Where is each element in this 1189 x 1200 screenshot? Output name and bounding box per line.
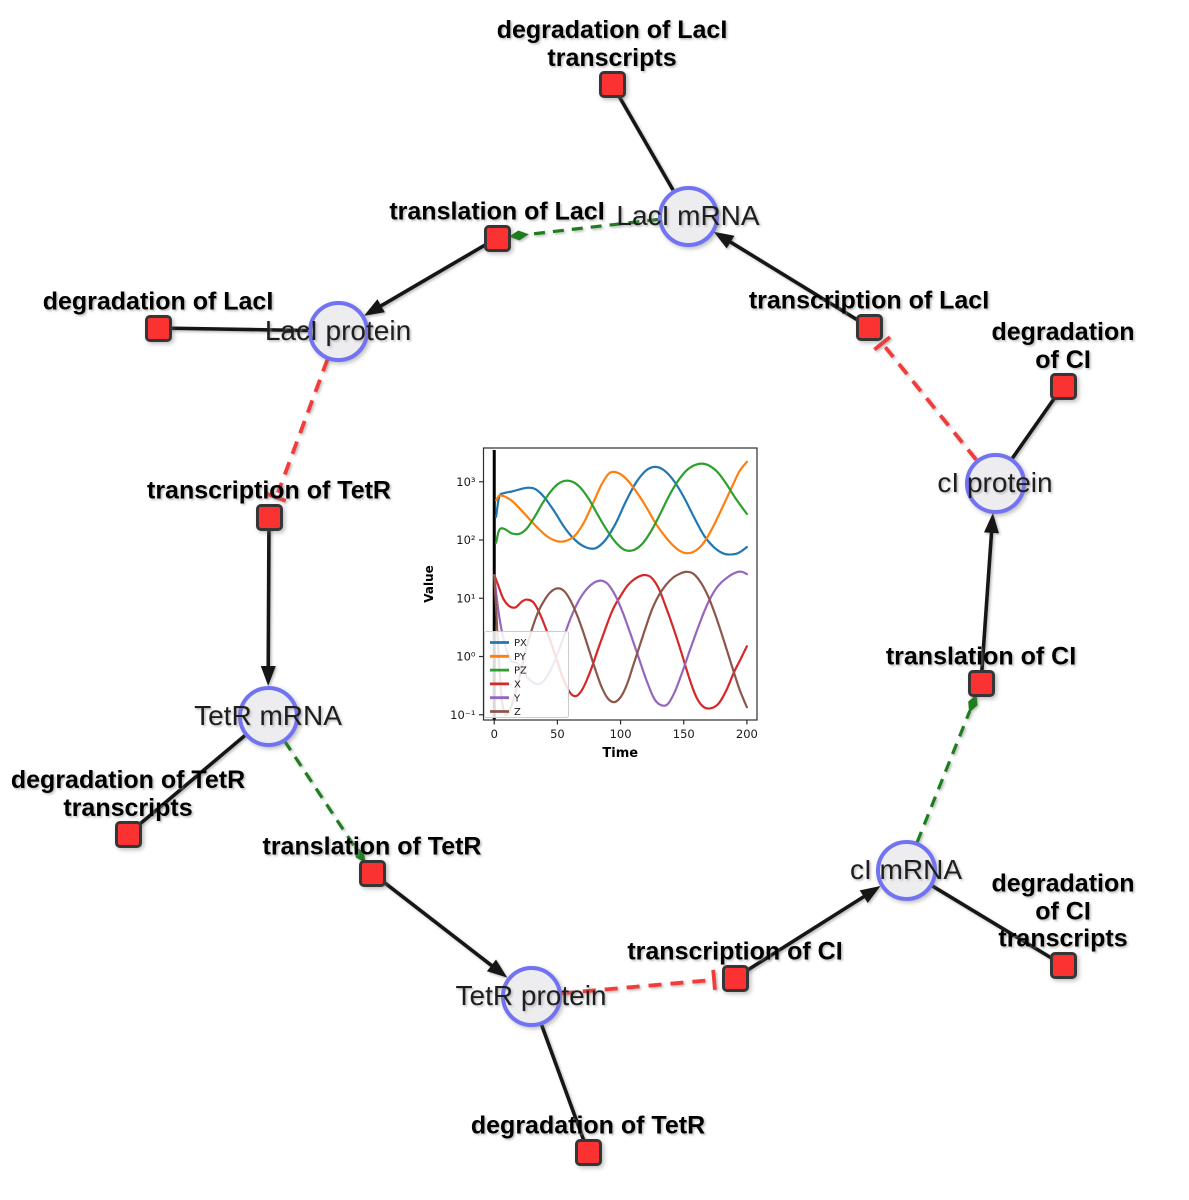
legend-label-PY: PY — [514, 652, 527, 663]
species-label-cI_protein: cI protein — [937, 467, 1053, 498]
arrowhead-icon — [713, 231, 735, 249]
reaction-label-deg_tetR_tx: degradation of TetR transcripts — [10, 766, 246, 822]
plot-frame — [482, 447, 758, 721]
edge-consumption-lacI_mRNA-deg_lacI_tx — [610, 83, 675, 191]
edge-inhibition-cI_protein-tr_lacI — [883, 346, 978, 461]
species-node-tetR_mRNA[interactable] — [237, 685, 299, 747]
y-tick-label: 10³ — [456, 475, 476, 489]
reaction-label-deg_cI: degradation of CI — [991, 318, 1135, 374]
species-node-tetR_protein[interactable] — [500, 965, 562, 1027]
reaction-node-tr_lacI[interactable] — [855, 313, 883, 341]
species-node-cI_protein[interactable] — [964, 452, 1026, 514]
x-axis-label: Time — [602, 746, 638, 761]
diamond-arrowhead-icon — [508, 230, 529, 241]
legend-box — [484, 631, 569, 718]
series-X — [493, 573, 748, 710]
reaction-node-deg_lacI_tx[interactable] — [598, 70, 626, 98]
reaction-label-deg_cI_tx: degradation of CI transcripts — [991, 869, 1135, 953]
x-tick-label: 150 — [673, 727, 695, 741]
reaction-node-tl_cI[interactable] — [967, 669, 995, 697]
edge-production-tl_tetR-tetR_protein — [370, 871, 501, 973]
series-Z — [493, 570, 748, 717]
tbar-inhibition-icon — [711, 969, 717, 990]
species-label-cI_mRNA: cI mRNA — [850, 854, 962, 885]
series-PX — [495, 465, 748, 556]
legend-label-PX: PX — [514, 638, 527, 649]
reaction-node-deg_cI_tx[interactable] — [1049, 951, 1077, 979]
arrowhead-icon — [363, 299, 385, 316]
reaction-node-tl_tetR[interactable] — [358, 859, 386, 887]
reaction-node-deg_lacI[interactable] — [144, 314, 172, 342]
species-label-lacI_mRNA: LacI mRNA — [616, 200, 760, 231]
edge-production-tl_lacI-lacI_protein — [371, 236, 498, 313]
x-tick-label: 0 — [491, 727, 498, 741]
legend: PX PY PZ XYZ — [484, 631, 569, 718]
x-tick-label: 50 — [550, 727, 565, 741]
reaction-node-tr_tetR[interactable] — [255, 503, 283, 531]
species-label-tetR_protein: TetR protein — [455, 980, 607, 1011]
reaction-label-deg_lacI: degradation of LacI — [42, 287, 274, 316]
arrowhead-icon — [486, 959, 508, 978]
legend-label-X: X — [514, 680, 521, 691]
y-tick-label: 10² — [456, 533, 475, 547]
reaction-label-tr_lacI: transcription of LacI — [748, 286, 990, 315]
reaction-node-deg_tetR_tx[interactable] — [114, 820, 142, 848]
arrowhead-icon — [260, 666, 276, 686]
legend-label-PZ: PZ — [514, 666, 527, 677]
plot-background — [418, 438, 772, 782]
edge-modifier-cI_mRNA-tl_cI — [915, 710, 972, 843]
species-label-lacI_protein: LacI protein — [264, 315, 412, 346]
reaction-node-tr_cI[interactable] — [721, 964, 749, 992]
legend-label-Z: Z — [514, 707, 521, 718]
reaction-node-deg_tetR[interactable] — [574, 1138, 602, 1166]
y-tick-label: 10¹ — [456, 591, 475, 605]
reaction-label-deg_lacI_tx: degradation of LacI transcripts — [496, 16, 728, 72]
reaction-node-tl_lacI[interactable] — [483, 224, 511, 252]
series-Y — [493, 570, 748, 707]
reaction-label-tl_cI: translation of CI — [885, 642, 1077, 671]
y-axis-label: Value — [422, 565, 436, 603]
legend-label-Y: Y — [513, 693, 521, 704]
reaction-label-tl_lacI: translation of LacI — [389, 197, 605, 226]
reaction-label-deg_tetR: degradation of TetR — [470, 1111, 706, 1140]
edge-inhibition-lacI_protein-tr_tetR — [276, 358, 330, 494]
species-node-cI_mRNA[interactable] — [875, 839, 937, 901]
y-tick-label: 10⁻¹ — [450, 708, 475, 722]
species-node-lacI_mRNA[interactable] — [657, 185, 719, 247]
series-PZ — [495, 462, 748, 552]
y-tick-label: 10⁰ — [456, 650, 476, 664]
x-tick-label: 100 — [610, 727, 632, 741]
reaction-label-tr_tetR: transcription of TetR — [147, 476, 391, 505]
x-tick-label: 200 — [736, 727, 758, 741]
edge-production-tr_tetR-tetR_mRNA — [266, 516, 271, 677]
reaction-label-tr_cI: transcription of CI — [627, 937, 843, 966]
species-node-lacI_protein[interactable] — [307, 300, 369, 362]
reaction-node-deg_cI[interactable] — [1049, 372, 1077, 400]
reaction-label-tl_tetR: translation of TetR — [262, 832, 482, 861]
species-label-tetR_mRNA: TetR mRNA — [194, 700, 342, 731]
arrowhead-icon — [984, 512, 999, 534]
series-PY — [495, 460, 748, 555]
diamond-arrowhead-icon — [968, 694, 978, 713]
arrowhead-icon — [859, 886, 881, 903]
